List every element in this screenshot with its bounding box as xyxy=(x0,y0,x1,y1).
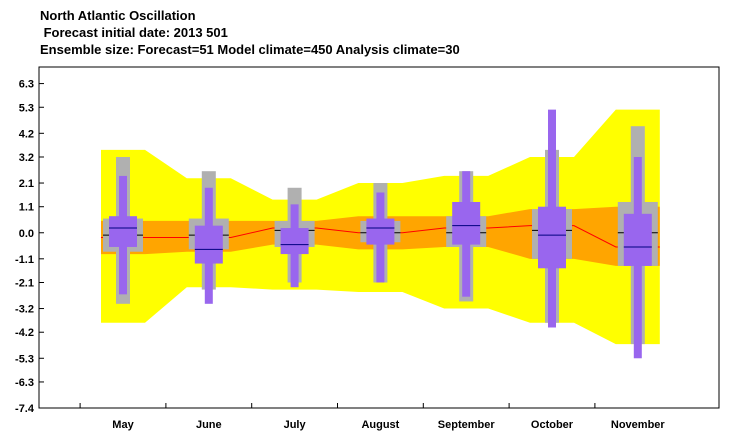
month-box-june xyxy=(188,171,229,304)
forecast-box xyxy=(538,206,566,269)
x-tick-label: May xyxy=(112,419,134,431)
y-tick-label: 1.1 xyxy=(19,202,34,214)
y-tick-label: 4.2 xyxy=(19,128,34,140)
y-tick-label: 6.3 xyxy=(19,79,34,91)
x-tick-label: June xyxy=(196,419,222,431)
y-tick-label: -2.1 xyxy=(15,277,34,289)
box-group xyxy=(103,109,658,359)
y-tick-label: -6.3 xyxy=(15,377,34,389)
axes: 6.3 5.3 4.2 3.2 2.1 1.1 0.0 -1.1 -2.1 -3.2 -4.2 -5.… xyxy=(15,66,720,431)
y-tick-label: -7.4 xyxy=(15,403,35,415)
plot-frame xyxy=(38,66,720,409)
ensemble-size-label: Ensemble size: Forecast=51 Model climate… xyxy=(40,42,460,57)
forecast-box xyxy=(194,225,223,264)
month-box-september xyxy=(446,171,487,302)
x-tick-label: July xyxy=(284,419,307,431)
forecast-box xyxy=(366,218,395,245)
y-tick-label: -1.1 xyxy=(15,254,34,266)
y-tick-label: 5.3 xyxy=(19,102,34,114)
y-tick-label: -5.3 xyxy=(15,353,34,365)
x-tick-label: November xyxy=(611,419,666,431)
forecast-box xyxy=(280,228,309,255)
x-tick-label: August xyxy=(361,419,399,431)
y-tick-label: -3.2 xyxy=(15,304,34,316)
forecast-box xyxy=(109,216,137,247)
month-box-may xyxy=(103,156,143,304)
y-tick-label: 0.0 xyxy=(19,228,34,240)
x-tick-label: October xyxy=(531,419,574,431)
forecast-box xyxy=(623,213,652,266)
month-box-october xyxy=(532,109,572,328)
y-tick-label: 3.2 xyxy=(19,152,34,164)
forecast-box xyxy=(452,201,481,245)
month-box-november xyxy=(617,126,658,359)
y-tick-label: 2.1 xyxy=(19,178,34,190)
month-box-july xyxy=(274,187,315,288)
x-tick-label: September xyxy=(438,419,496,431)
y-tick-label: -4.2 xyxy=(15,327,34,339)
forecast-date-label: Forecast initial date: 2013 501 xyxy=(40,25,228,40)
month-box-august xyxy=(360,183,401,283)
chart-title: North Atlantic Oscillation xyxy=(40,8,196,23)
